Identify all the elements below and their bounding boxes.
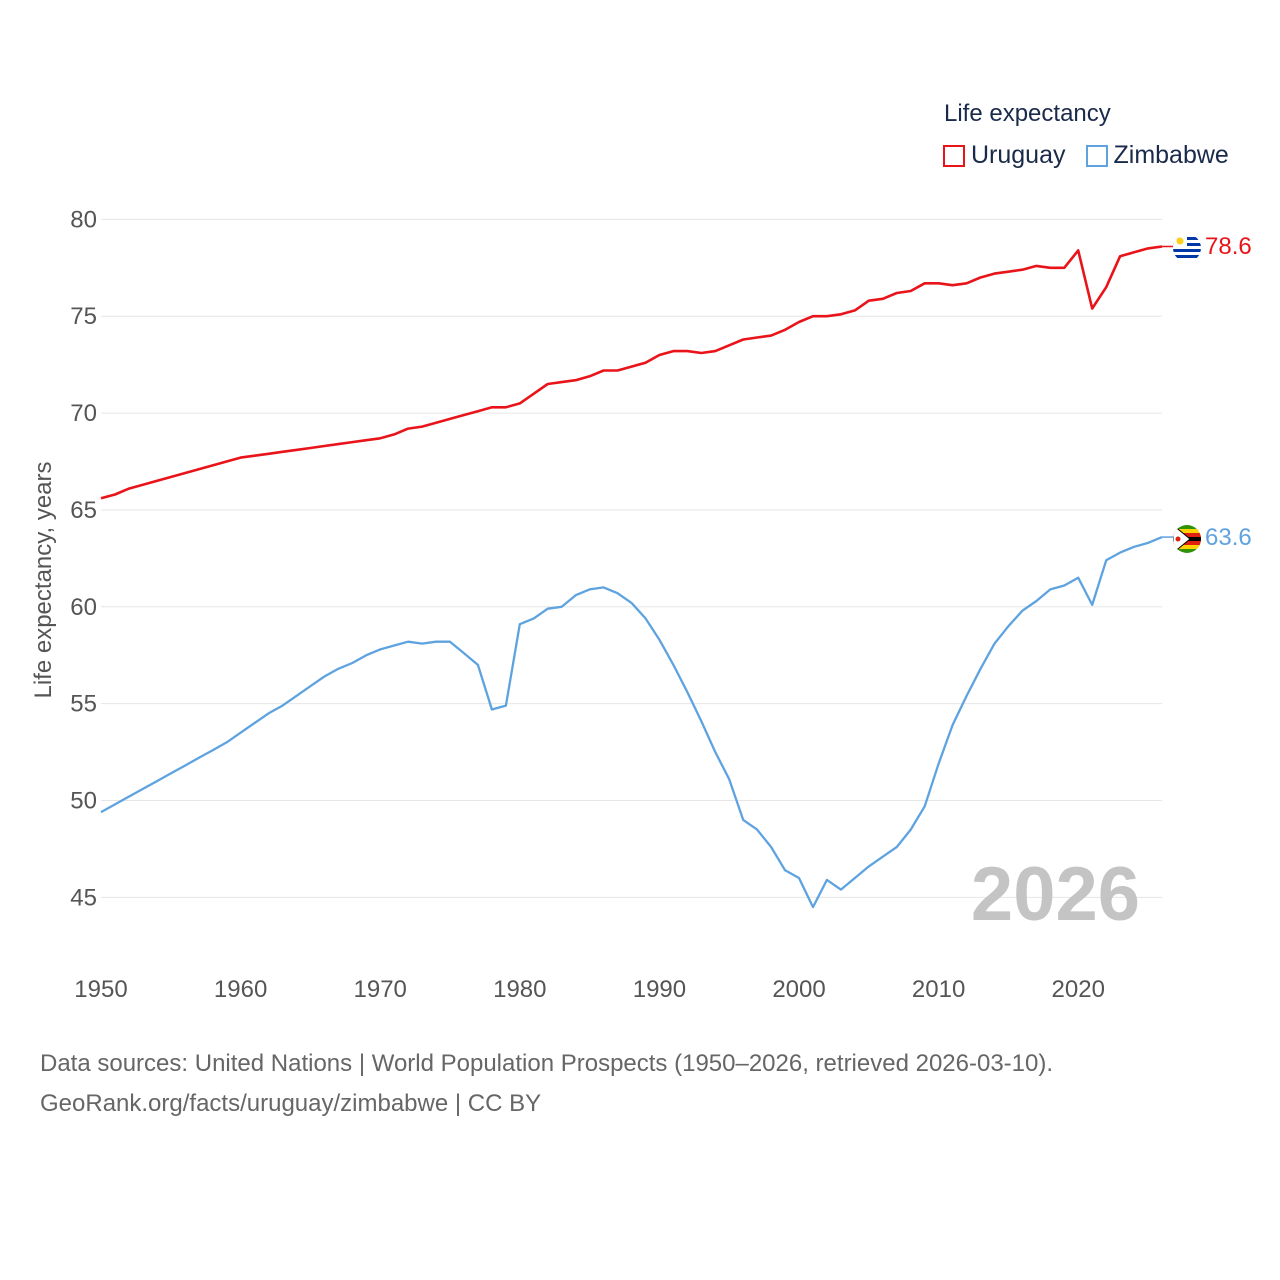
x-tick-1950: 1950 <box>74 976 127 1003</box>
y-tick-55: 55 <box>70 691 97 718</box>
legend: Uruguay Zimbabwe <box>943 141 1249 170</box>
y-tick-80: 80 <box>70 206 97 233</box>
series-line-zimbabwe[interactable] <box>100 536 1163 909</box>
x-tick-1960: 1960 <box>214 976 267 1003</box>
legend-swatch-uruguay <box>943 144 965 167</box>
grid <box>101 218 1162 898</box>
legend-swatch-zimbabwe <box>1085 144 1108 167</box>
x-axis: 1950 1960 1970 1980 1990 2000 2010 2020 <box>74 976 1105 1003</box>
x-tick-1970: 1970 <box>354 976 407 1003</box>
zimbabwe-flag-icon <box>1173 525 1201 553</box>
x-tick-2010: 2010 <box>912 976 965 1003</box>
y-tick-75: 75 <box>70 303 97 330</box>
series-line-uruguay[interactable] <box>100 245 1163 500</box>
y-tick-45: 45 <box>70 884 97 911</box>
line-chart: 45 50 55 60 65 70 75 80 1950 1960 1970 1980 1990 200… <box>30 206 1252 1003</box>
x-tick-2000: 2000 <box>772 976 825 1003</box>
legend-title: Life expectancy <box>944 100 1111 127</box>
legend-label-zimbabwe: Zimbabwe <box>1113 141 1229 169</box>
end-label-zimbabwe: 63.6 <box>1205 524 1252 551</box>
x-tick-1980: 1980 <box>493 976 546 1003</box>
footer: Data sources: United Nations | World Pop… <box>40 1044 1053 1124</box>
data-source-text: Data sources: United Nations | World Pop… <box>40 1050 1054 1077</box>
y-tick-50: 50 <box>70 788 97 815</box>
y-tick-70: 70 <box>70 400 97 427</box>
x-tick-2020: 2020 <box>1052 976 1105 1003</box>
uruguay-flag-icon <box>1173 234 1201 262</box>
y-tick-65: 65 <box>70 497 97 524</box>
legend-item-uruguay[interactable]: Uruguay <box>943 141 1066 170</box>
end-label-uruguay: 78.6 <box>1205 233 1252 260</box>
x-tick-1990: 1990 <box>633 976 686 1003</box>
source-url[interactable]: GeoRank.org/facts/uruguay/zimbabwe | CC … <box>40 1090 542 1117</box>
y-tick-60: 60 <box>70 594 97 621</box>
year-label: 2026 <box>971 852 1140 937</box>
y-axis-title: Life expectancy, years <box>30 461 57 698</box>
legend-label-uruguay: Uruguay <box>971 141 1066 169</box>
legend-item-zimbabwe[interactable]: Zimbabwe <box>1085 141 1229 170</box>
series <box>100 245 1173 909</box>
y-axis: 45 50 55 60 65 70 75 80 <box>70 206 97 911</box>
